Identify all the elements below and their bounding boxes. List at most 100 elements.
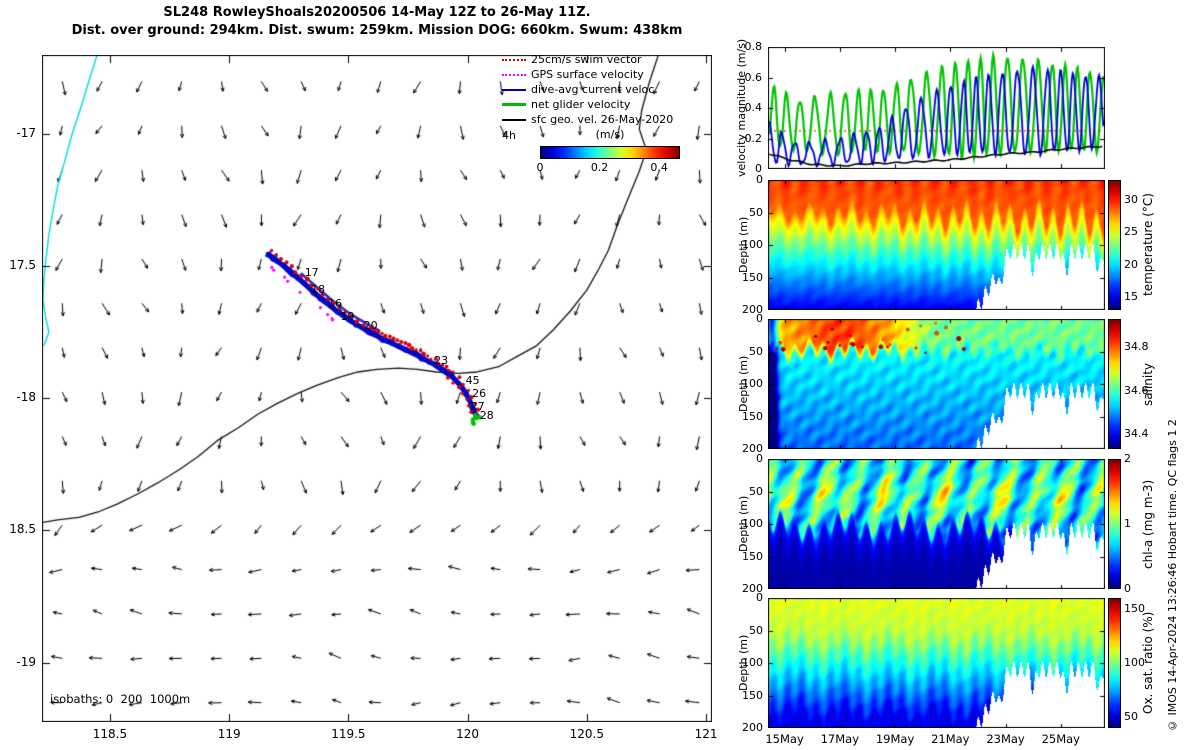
map-colorbar-tick: 0.2 (590, 161, 609, 174)
ox-depth-tick: 200 (742, 721, 763, 734)
map-y-tick: -19 (16, 654, 36, 669)
waypoint-label-28: 28 (479, 409, 494, 423)
map-x-tick: 121 (694, 727, 718, 741)
sal-colorbar-tick: 34.4 (1124, 426, 1149, 440)
temp-colorbar-tick: 15 (1124, 290, 1138, 303)
legend-item-label: dive-avg current veloc. (531, 83, 658, 96)
chl-colorbar-tick: 1 (1124, 517, 1131, 530)
map-x-tick: 118.5 (92, 727, 128, 741)
oxygen-colorbar (1108, 598, 1121, 728)
velocity-y-tick: 0.4 (744, 101, 763, 114)
chl-colorbar-tick: 0 (1124, 582, 1131, 595)
sal-depth-tick: 50 (749, 344, 763, 358)
temp-depth-tick: 0 (756, 173, 763, 186)
chl-depth-tick: 0 (756, 452, 763, 465)
chl-colorbar-tick: 2 (1124, 452, 1131, 465)
map-colorbar-tick: 0 (536, 161, 544, 174)
time-axis-tick: 25May (1041, 732, 1080, 746)
legend-item-4: sfc geo. vel. 26-May-2020 (502, 112, 673, 127)
legend-item-label: GPS surface velocity (531, 68, 644, 81)
salinity-section-canvas (768, 319, 1105, 449)
waypoint-label-45: 45 (465, 374, 480, 388)
velocity-y-tick: 0.6 (744, 70, 763, 84)
temp-depth-tick: 50 (749, 205, 763, 219)
ox-colorbar-tick: 100 (1124, 656, 1145, 669)
isobaths-label: isobaths: 0 200 1000m (50, 692, 191, 706)
legend-marker-dotted (502, 58, 526, 61)
legend-marker-dotted (502, 73, 526, 76)
temp-depth-tick: 150 (742, 270, 763, 284)
figure-subtitle: Dist. over ground: 294km. Dist. swum: 25… (71, 23, 683, 38)
waypoint-label-18: 18 (311, 282, 326, 296)
time-axis-tick: 15May (765, 732, 804, 746)
ox-depth-tick: 50 (749, 623, 763, 637)
velocity-y-tick: 0 (755, 162, 762, 175)
temperature-colorbar (1108, 180, 1121, 310)
map-x-tick: 120 (456, 727, 480, 741)
chl-depth-tick: 50 (749, 484, 763, 498)
time-axis-tick: 23May (986, 732, 1025, 746)
chl-depth-tick: 150 (742, 549, 763, 563)
legend-item-2: dive-avg current veloc. (502, 82, 673, 97)
legend-item-0: 25cm/s swim vector (502, 52, 673, 67)
waypoint-label-26: 26 (472, 387, 487, 401)
map-x-tick: 119.5 (331, 727, 366, 741)
timestep-label: 4h (502, 129, 516, 142)
sal-depth-tick: 200 (742, 442, 763, 455)
ox-colorbar-tick: 50 (1124, 710, 1138, 724)
sal-colorbar-tick: 34.8 (1124, 340, 1149, 354)
waypoint-label-27: 27 (470, 400, 485, 414)
map-colorbar-title: (m/s) (595, 128, 625, 141)
chl-depth-tick: 100 (742, 517, 763, 530)
map-colorbar (540, 146, 680, 159)
map-y-tick: 17.5 (9, 258, 36, 273)
chl-depth-tick: 200 (742, 582, 763, 595)
waypoint-label-16: 16 (328, 297, 343, 311)
legend-item-1: GPS surface velocity (502, 67, 673, 82)
map-x-tick: 119 (217, 727, 241, 741)
velocity-y-tick: 0.8 (744, 40, 763, 53)
ox-colorbar-tick: 150 (1124, 601, 1145, 615)
legend-marker-line (502, 88, 526, 91)
legend-marker-line (502, 118, 526, 121)
oxygen-section-canvas (768, 598, 1105, 728)
ox-depth-tick: 150 (742, 688, 763, 702)
temp-colorbar-tick: 30 (1124, 192, 1138, 206)
map-legend: 25cm/s swim vector GPS surface velocity di… (502, 52, 673, 127)
legend-marker-line (502, 103, 526, 106)
salinity-colorbar (1108, 319, 1121, 449)
map-x-tick: 120.5 (569, 727, 604, 741)
legend-item-3: net glider velocity (502, 97, 673, 112)
time-axis-tick: 21May (931, 732, 970, 746)
temp-colorbar-tick: 25 (1124, 225, 1138, 238)
sal-depth-tick: 0 (756, 312, 763, 325)
figure-title: SL248 RowleyShoals20200506 14-May 12Z to… (163, 5, 591, 20)
waypoint-label-17: 17 (304, 266, 319, 280)
map-y-tick: 18.5 (9, 522, 36, 537)
legend-item-label: sfc geo. vel. 26-May-2020 (531, 113, 674, 126)
map-y-tick: -18 (16, 390, 36, 405)
ox-depth-tick: 0 (756, 591, 763, 604)
sal-depth-tick: 150 (742, 409, 763, 423)
waypoint-label-20: 20 (363, 318, 378, 332)
map-y-tick: -17 (16, 126, 36, 141)
chla-colorbar (1108, 459, 1121, 589)
map-canvas (42, 55, 712, 722)
sal-colorbar-tick: 34.6 (1124, 383, 1149, 397)
legend-item-label: net glider velocity (531, 98, 631, 111)
legend-item-label: 25cm/s swim vector (531, 53, 642, 66)
map-colorbar-tick: 0.4 (650, 161, 668, 174)
temp-depth-tick: 200 (742, 303, 763, 316)
waypoint-label-19: 19 (340, 309, 355, 323)
temperature-section-canvas (768, 180, 1105, 310)
chla-section-canvas (768, 459, 1105, 589)
waypoint-label-23: 23 (434, 354, 449, 368)
temp-colorbar-tick: 20 (1124, 257, 1138, 271)
ox-depth-tick: 100 (742, 656, 763, 669)
velocity-y-tick: 0.2 (744, 131, 763, 145)
time-axis-tick: 17May (820, 732, 860, 746)
velocity-canvas (768, 47, 1105, 169)
temp-depth-tick: 100 (742, 238, 763, 251)
sal-depth-tick: 100 (742, 377, 763, 390)
